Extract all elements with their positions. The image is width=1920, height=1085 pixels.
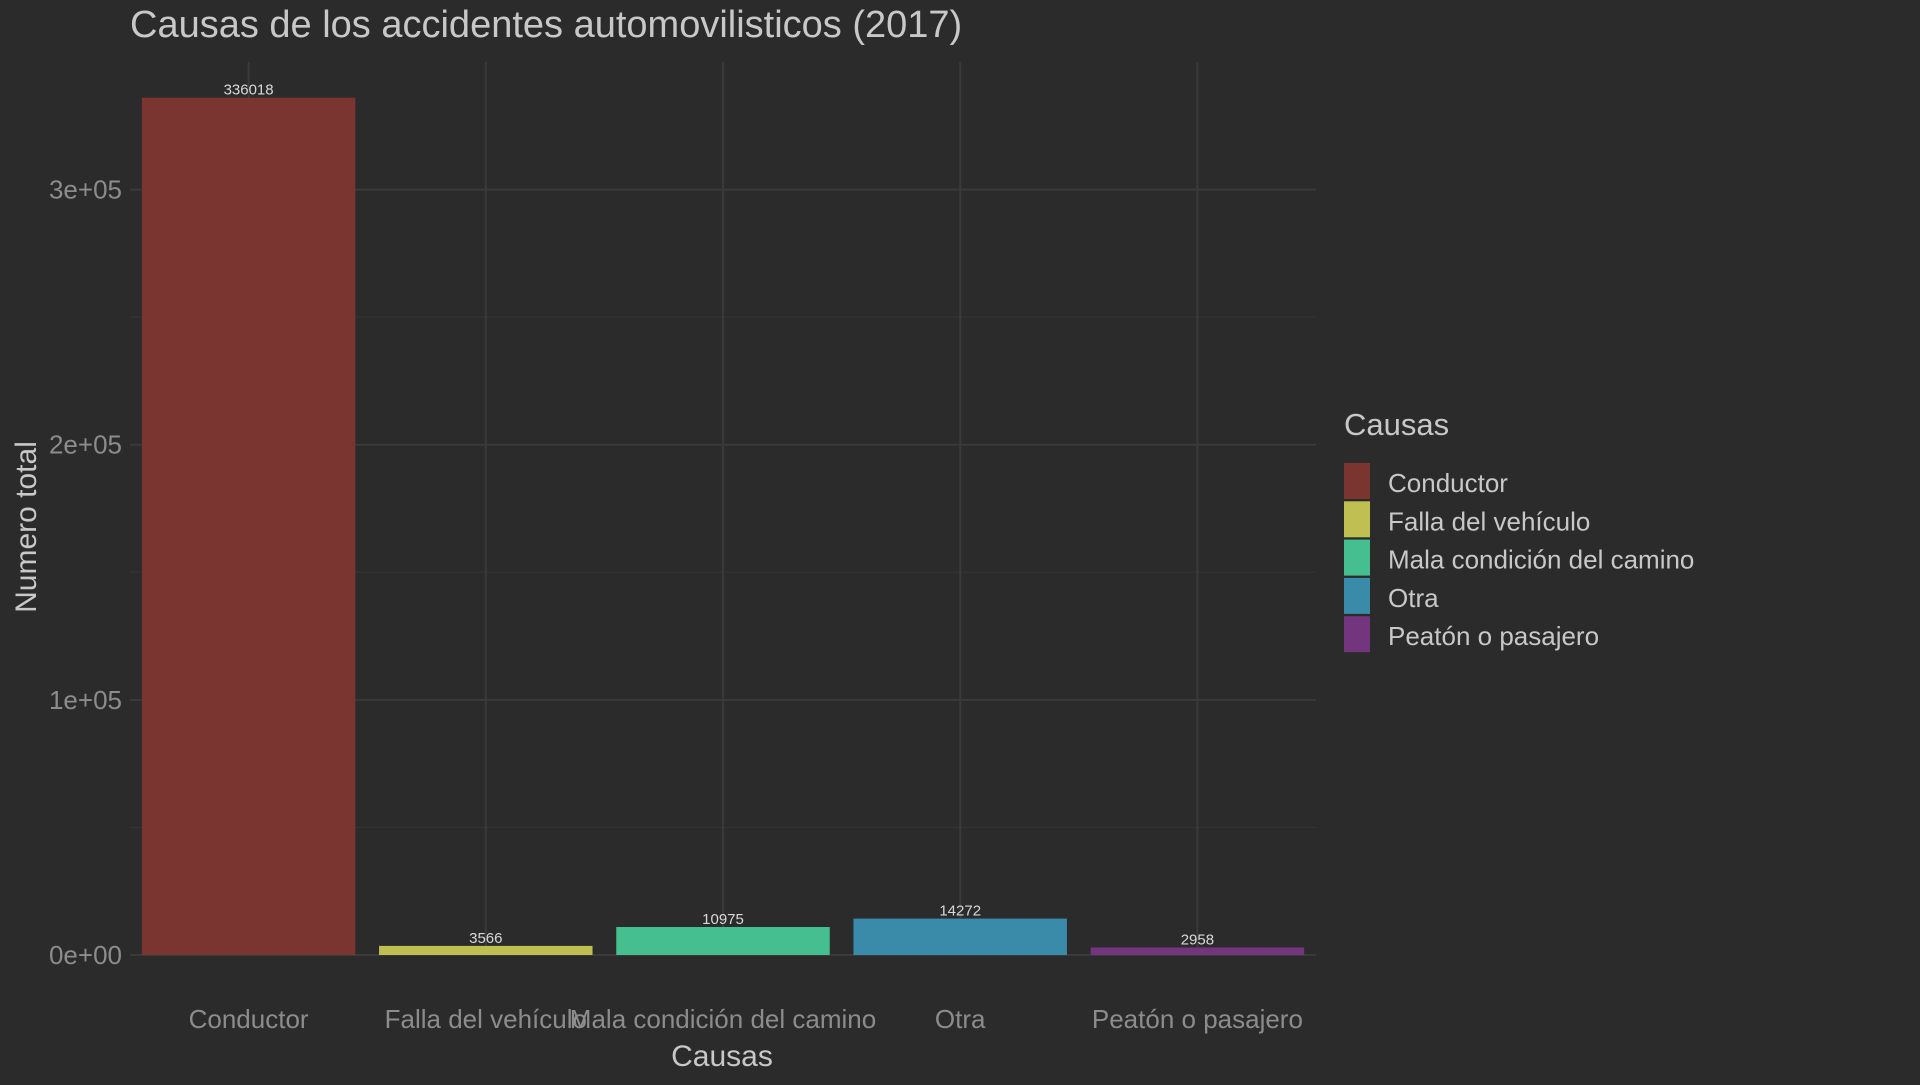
legend-item-label: Falla del vehículo [1388,506,1590,536]
data-label: 14272 [939,903,981,920]
bar-conductor [141,97,356,955]
legend-swatch [1344,616,1370,653]
data-label: 336018 [224,82,274,99]
x-tick-label: Falla del vehículo [385,1004,587,1034]
legend-item-label: Peatón o pasajero [1388,621,1599,651]
y-tick-label: 1e+05 [49,685,122,715]
bars [141,97,1305,955]
legend-swatch [1344,539,1370,576]
legend-item-label: Otra [1388,583,1439,613]
legend-swatch [1344,463,1370,499]
x-tick-label: Mala condición del camino [570,1004,876,1034]
y-tick-label: 0e+00 [49,940,122,970]
data-labels: 336018 3566 10975 14272 2958 [224,82,1215,949]
y-tick-label: 3e+05 [49,175,122,205]
x-axis-title: Causas [671,1040,773,1073]
y-axis: 0e+00 1e+05 2e+05 3e+05 [49,175,122,970]
legend: Causas Conductor Falla del vehículo Mala c… [1344,407,1694,653]
legend-swatch [1344,577,1370,614]
legend-item-label: Conductor [1388,468,1508,498]
x-tick-label: Peatón o pasajero [1092,1004,1303,1034]
data-label: 3566 [469,930,502,947]
legend-title: Causas [1344,407,1449,442]
chart-title: Causas de los accidentes automovilistico… [130,4,962,46]
data-label: 2958 [1181,931,1214,948]
legend-swatch [1344,501,1370,538]
legend-item-label: Mala condición del camino [1388,545,1694,575]
bar-falla-del-veh-culo [379,945,593,955]
data-label: 10975 [702,911,744,928]
bar-otra [853,918,1067,955]
bar-mala-condici-n-del-camino [616,926,830,955]
bar-peat-n-o-pasajero [1090,947,1305,955]
y-axis-title: Numero total [10,441,43,613]
x-tick-label: Conductor [189,1004,309,1034]
x-tick-label: Otra [935,1004,986,1034]
y-tick-label: 2e+05 [49,430,122,460]
